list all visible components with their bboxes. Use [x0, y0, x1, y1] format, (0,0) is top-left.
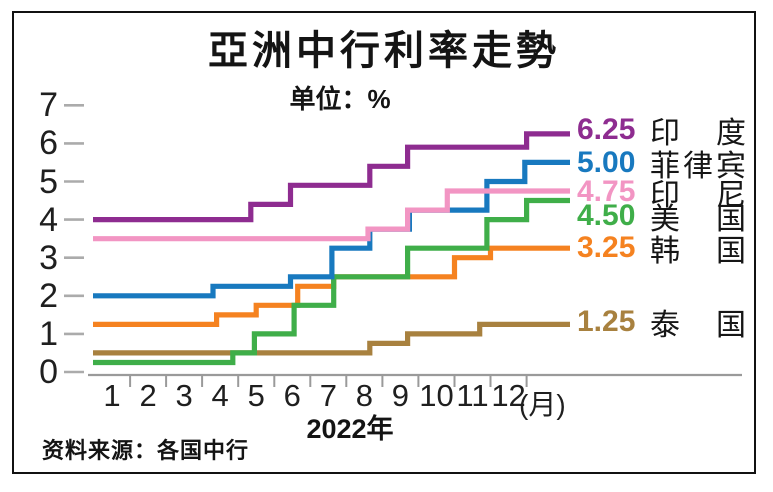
callout-philippines: 5.00 菲律宾 — [577, 146, 746, 183]
series-line-philippines — [93, 159, 570, 299]
callout-name-thailand: 泰国 — [650, 309, 746, 342]
callout-value-indonesia: 4.75 — [577, 175, 636, 208]
series-line-indonesia — [93, 188, 570, 242]
callout-name-indonesia: 印尼 — [650, 179, 746, 212]
callout-value-usa: 4.50 — [577, 199, 636, 232]
y-tick-label-1: 1 — [39, 314, 58, 353]
y-tick-label-4: 4 — [39, 200, 58, 239]
x-tick-label-4: 4 — [211, 378, 229, 413]
x-tick-label-5: 5 — [247, 378, 265, 413]
month-unit-suffix: (月) — [519, 389, 566, 420]
callout-name-usa: 美国 — [650, 203, 746, 236]
callout-name-korea: 韩国 — [650, 235, 746, 268]
callout-usa: 4.50 美国 — [577, 199, 746, 236]
series-line-korea — [93, 245, 570, 327]
x-tick-label-11: 11 — [456, 378, 489, 413]
x-tick-label-8: 8 — [355, 378, 373, 413]
chart-title: 亞洲中行利率走勢 — [208, 29, 560, 73]
y-tick-label-5: 5 — [39, 162, 58, 201]
callout-korea: 3.25 韩国 — [577, 231, 746, 268]
x-tick-label-1: 1 — [103, 378, 121, 413]
callout-value-philippines: 5.00 — [577, 146, 636, 179]
x-tick-label-7: 7 — [319, 378, 337, 413]
x-tick-label-12: 12 — [491, 378, 526, 413]
source-note: 资料来源：各国中行 — [42, 438, 250, 463]
series-line-thailand — [93, 321, 570, 356]
x-tick-label-10: 10 — [419, 378, 454, 413]
callout-value-india: 6.25 — [577, 113, 636, 146]
x-axis-year-label: 2022年 — [306, 414, 394, 444]
callout-indonesia: 4.75 印尼 — [577, 175, 746, 212]
x-tick-label-6: 6 — [283, 378, 301, 413]
y-tick-label-2: 2 — [39, 276, 58, 315]
callout-thailand: 1.25 泰国 — [577, 305, 746, 342]
y-tick-label-0: 0 — [39, 353, 58, 391]
y-tick-label-3: 3 — [39, 238, 58, 277]
callout-value-korea: 3.25 — [577, 231, 636, 264]
callout-india: 6.25 印度 — [577, 113, 746, 150]
callout-name-india: 印度 — [650, 117, 746, 150]
chart-frame-border — [12, 11, 756, 474]
unit-label: 单位：% — [289, 84, 391, 114]
series-line-india — [93, 131, 570, 223]
callout-name-philippines: 菲律宾 — [650, 150, 746, 183]
x-tick-label-9: 9 — [391, 378, 410, 413]
y-tick-label-7: 7 — [39, 86, 58, 125]
x-tick-label-3: 3 — [175, 378, 193, 413]
x-tick-label-2: 2 — [139, 378, 157, 413]
y-tick-label-6: 6 — [39, 124, 58, 163]
callout-value-thailand: 1.25 — [577, 305, 636, 338]
series-line-usa — [93, 197, 570, 366]
